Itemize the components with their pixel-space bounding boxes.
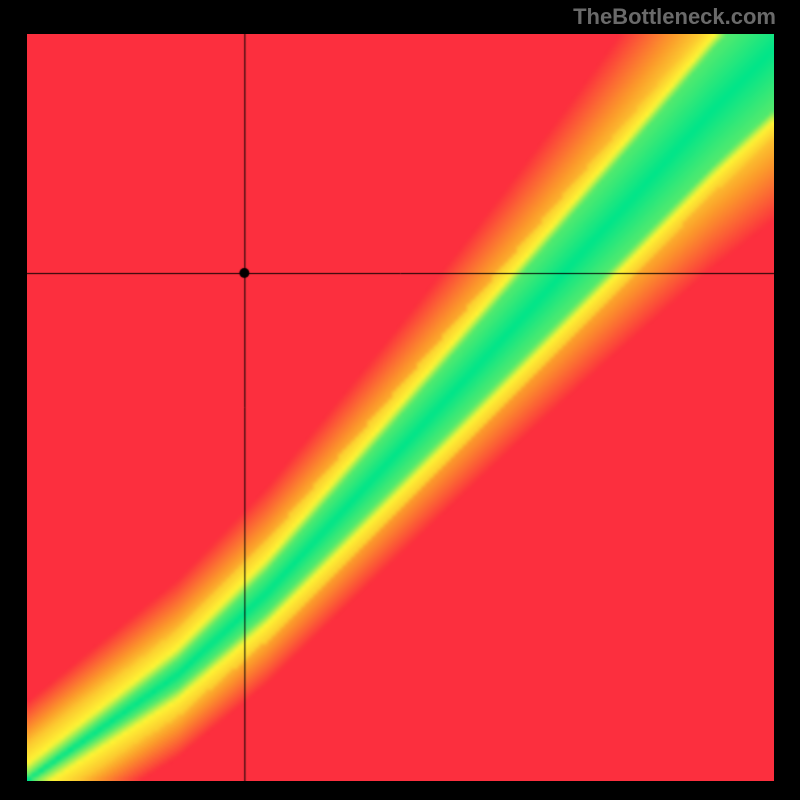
heatmap-plot xyxy=(27,34,774,781)
heatmap-canvas xyxy=(27,34,774,781)
chart-container: TheBottleneck.com xyxy=(0,0,800,800)
attribution-text: TheBottleneck.com xyxy=(573,4,776,30)
